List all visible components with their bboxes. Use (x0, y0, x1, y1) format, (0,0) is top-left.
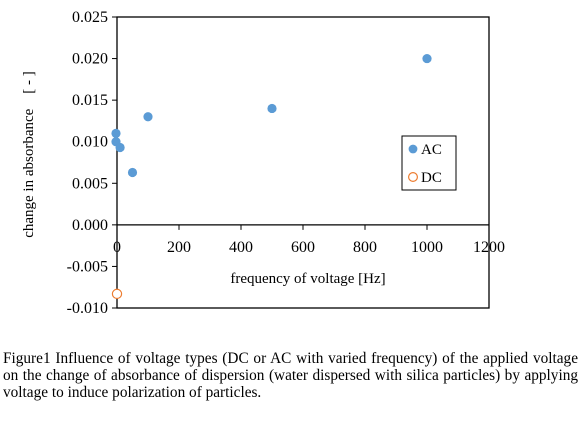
y-tick-label: -0.005 (67, 258, 108, 275)
legend-marker-dc (408, 172, 419, 183)
y-tick-label: 0.010 (72, 134, 108, 151)
figure-caption: Figure1 Influence of voltage types (DC o… (3, 350, 578, 401)
y-axis-tick-labels: 0.025 0.020 0.015 0.010 0.005 0.000 -0.005 -0.0… (67, 9, 117, 317)
x-axis-title: frequency of voltage [Hz] (230, 271, 385, 287)
legend: AC DC (401, 135, 457, 191)
plot-border (116, 16, 490, 309)
x-tick-label: 400 (229, 239, 253, 256)
x-tick-label: 1000 (411, 239, 443, 256)
y-tick-label: 0.020 (72, 51, 108, 68)
legend-label-dc: DC (421, 170, 442, 186)
data-point-dc (111, 288, 123, 300)
y-tick-label: 0.015 (72, 92, 108, 109)
x-tick-label: 1200 (473, 239, 505, 256)
data-point-ac (111, 128, 121, 138)
data-points (111, 53, 432, 300)
legend-label-ac: AC (421, 142, 442, 158)
x-tick-label: 600 (291, 239, 315, 256)
x-tick-label: 200 (167, 239, 191, 256)
y-tick-label: 0.005 (72, 175, 108, 192)
data-point-ac (127, 167, 138, 178)
data-point-ac (143, 112, 153, 122)
data-point-ac (422, 53, 432, 64)
y-axis-title: change in absorbance [ - ] (21, 71, 37, 238)
data-point-ac (267, 103, 277, 114)
y-tick-label: -0.010 (67, 300, 108, 317)
scatter-chart: 0.025 0.020 0.015 0.010 0.005 0.000 -0.005 -0.0… (21, 9, 505, 317)
data-point-ac (115, 142, 125, 153)
x-axis-tick-labels: 0 200 400 600 800 1000 1200 (113, 224, 505, 256)
y-tick-label: 0.000 (72, 217, 108, 234)
y-tick-label: 0.025 (72, 9, 108, 26)
x-tick-label: 0 (113, 239, 121, 256)
legend-marker-ac (408, 144, 418, 154)
x-tick-label: 800 (353, 239, 377, 256)
